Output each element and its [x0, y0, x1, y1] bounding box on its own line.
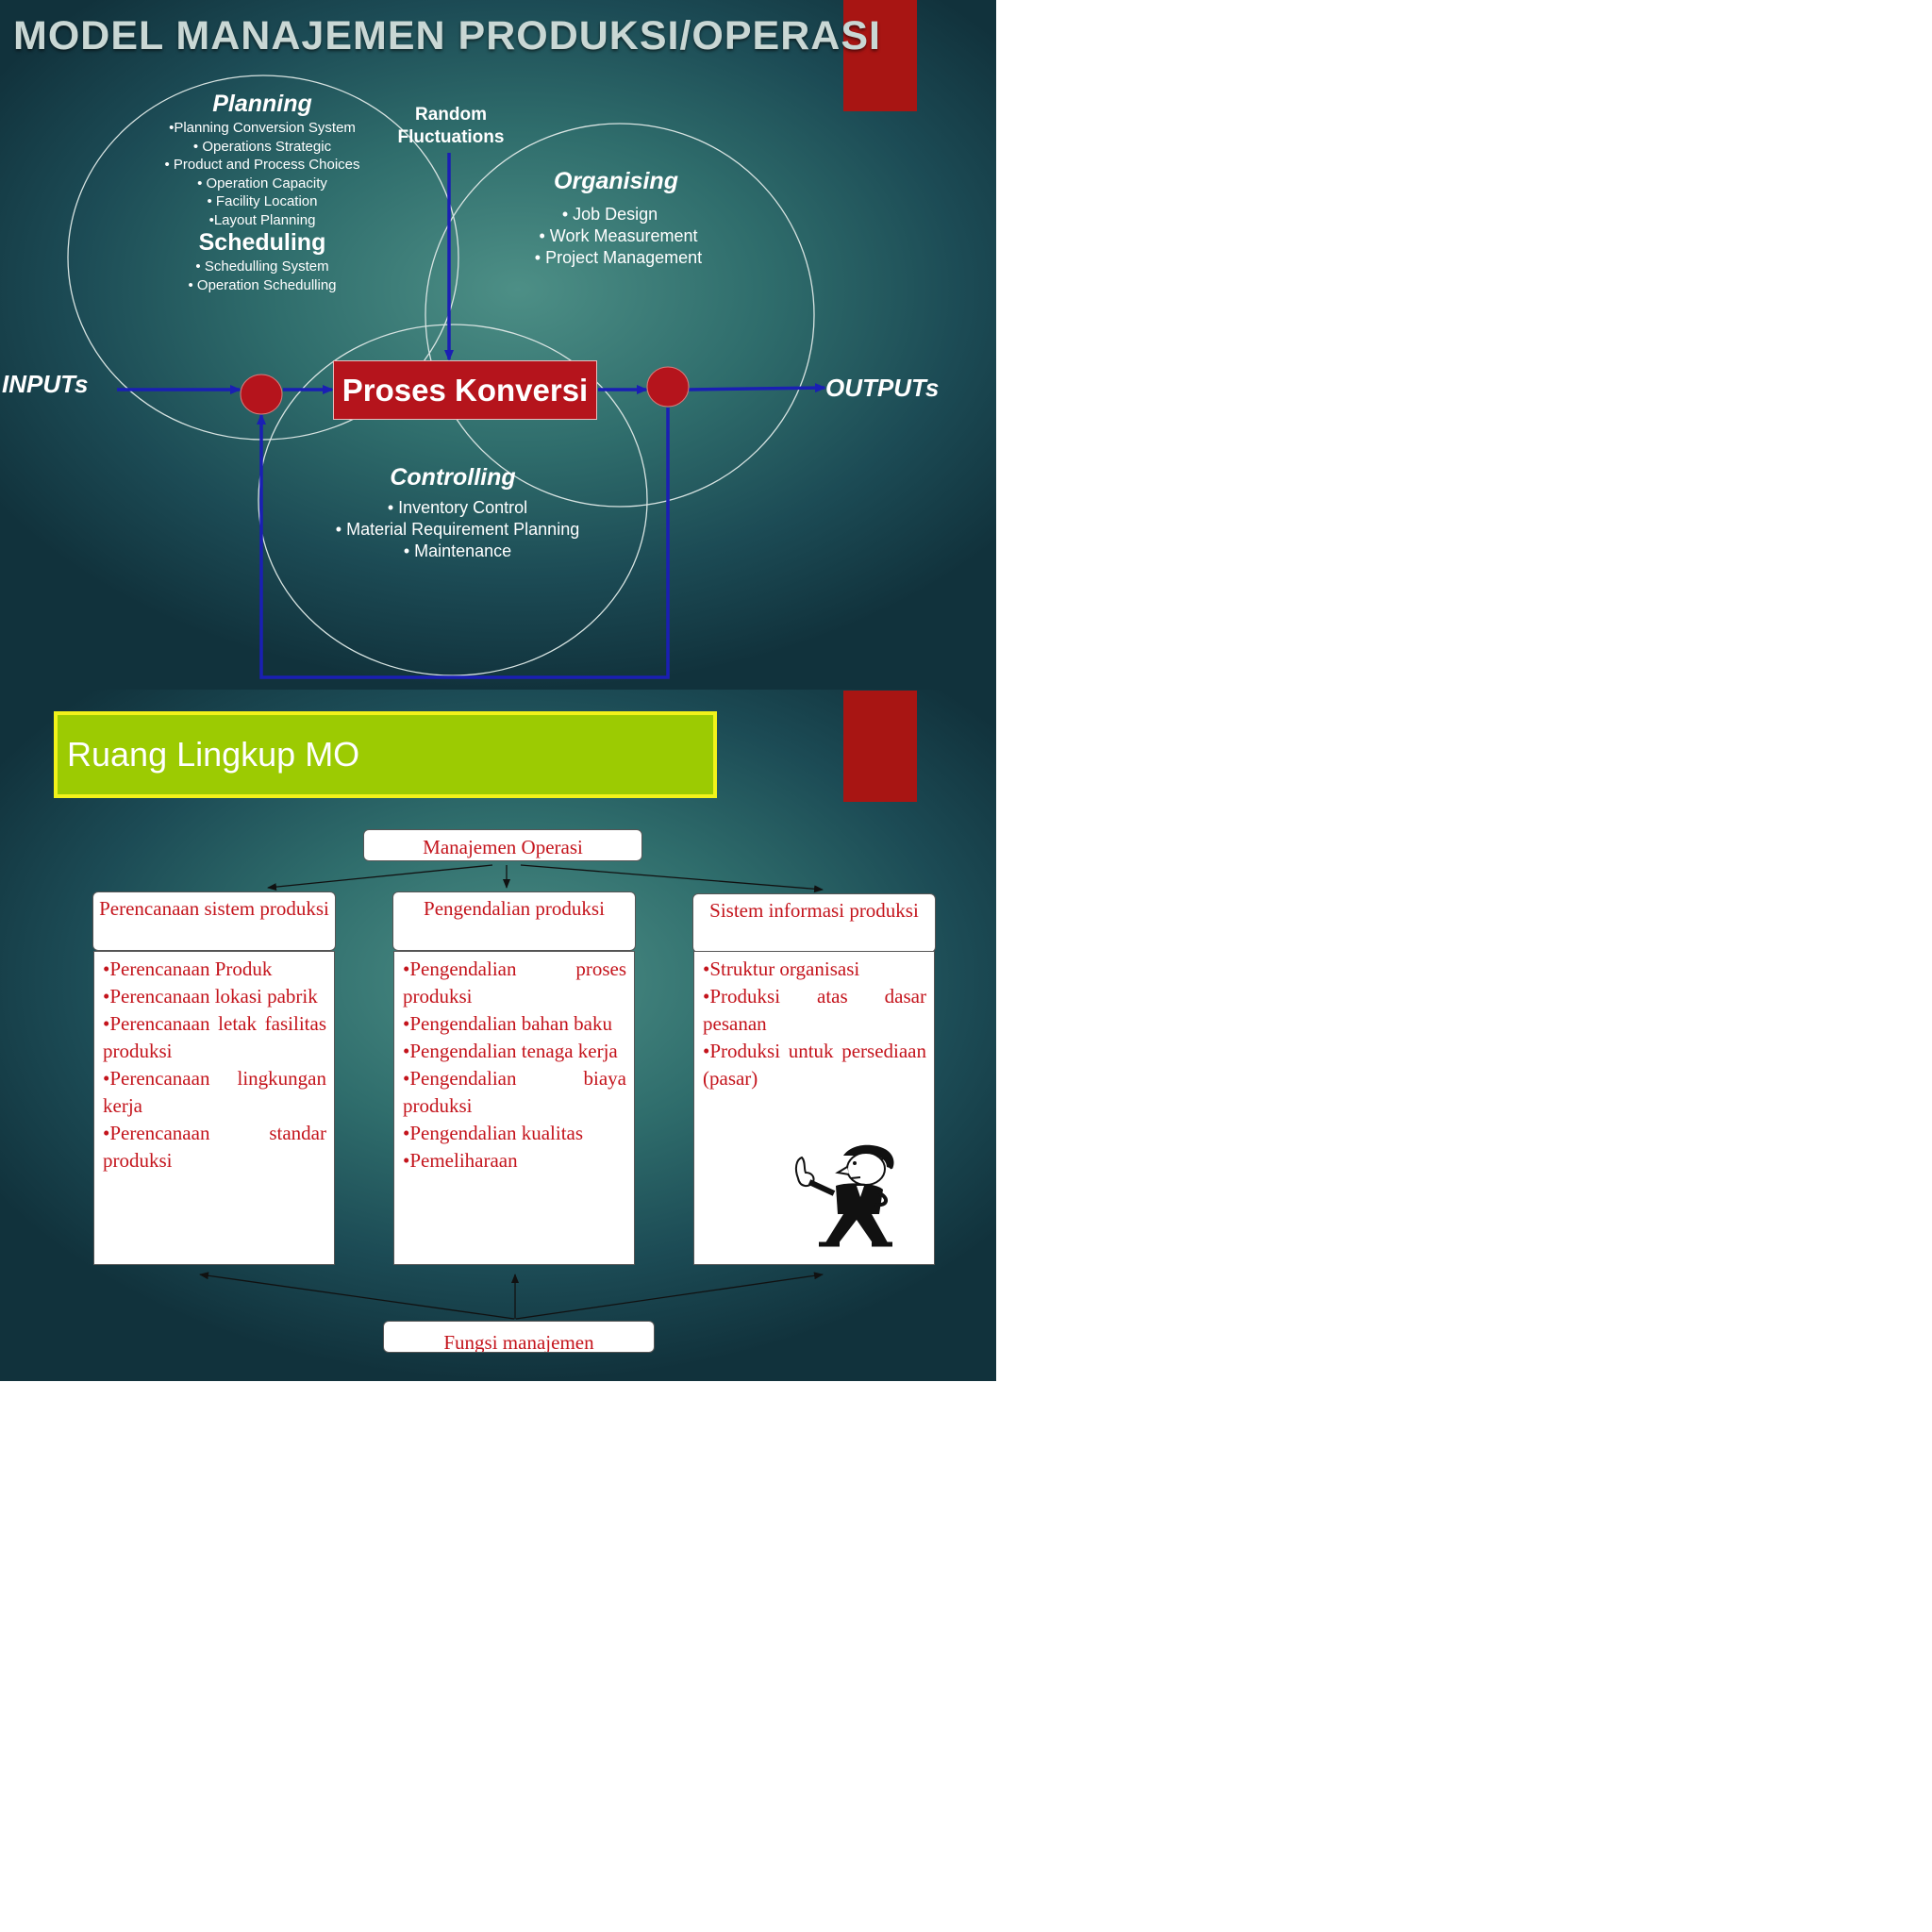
planning-item: •Layout Planning — [208, 211, 316, 228]
column-heading: Sistem informasi produksi — [692, 893, 936, 953]
controlling-heading: Controlling — [390, 464, 516, 491]
planning-item: • Operation Capacity — [197, 175, 327, 192]
feedback-loop-arrow — [257, 408, 670, 679]
planning-heading: Planning — [212, 91, 312, 117]
controlling-circle — [258, 324, 648, 676]
flow-diagram-lines — [67, 75, 826, 679]
slide-ruang-lingkup: Ruang Lingkup MO Manajemen Operasi Peren… — [0, 690, 996, 1381]
column-item: •Pengendalian proses produksi — [403, 958, 626, 1008]
planning-item: • Product and Process Choices — [164, 157, 360, 173]
column-item: •Pemeliharaan — [403, 1149, 518, 1172]
bottom-box: Fungsi manajemen — [383, 1321, 655, 1353]
organising-list: • Job Design • Work Measurement • Projec… — [498, 204, 739, 269]
input-node — [240, 374, 283, 415]
root-box: Manajemen Operasi — [363, 829, 642, 861]
slide-title: MODEL MANAJEMEN PRODUKSI/OPERASI — [13, 13, 881, 58]
column-item: •Perencanaan standar produksi — [103, 1122, 326, 1172]
root-to-col1-arrow — [267, 864, 493, 891]
column-heading: Perencanaan sistem produksi — [92, 891, 336, 951]
column-item: •Produksi untuk persediaan (pasar) — [703, 1040, 926, 1090]
outputs-arrow — [688, 383, 826, 393]
bottom-to-col1-arrow — [199, 1272, 515, 1320]
column-list: •Perencanaan Produk •Perencanaan lokasi … — [93, 951, 335, 1265]
random-fluctuations-line: Fluctuations — [397, 127, 505, 147]
hierarchy-lines — [199, 864, 824, 1320]
organising-item: • Job Design — [561, 205, 658, 224]
planning-item: • Facility Location — [207, 193, 318, 209]
column-item: •Perencanaan Produk — [103, 958, 273, 980]
planning-item: • Operations Strategic — [192, 138, 332, 155]
random-fluctuations-line: Random — [415, 105, 487, 125]
column-item: •Perencanaan letak fasilitas produksi — [103, 1012, 326, 1062]
slide-title-banner: Ruang Lingkup MO — [54, 711, 717, 798]
slide-model-manajemen: MODEL MANAJEMEN PRODUKSI/OPERASI Plannin… — [0, 0, 996, 690]
bottom-to-col3-arrow — [515, 1272, 824, 1320]
root-to-col3-arrow — [520, 864, 824, 893]
column-item: •Struktur organisasi — [703, 958, 860, 980]
controlling-item: • Material Requirement Planning — [335, 520, 580, 539]
column-item: •Perencanaan lingkungan kerja — [103, 1067, 326, 1117]
organising-item: • Work Measurement — [539, 226, 698, 245]
column-heading: Pengendalian produksi — [392, 891, 636, 951]
process-box: Proses Konversi — [333, 360, 597, 420]
output-node — [646, 366, 690, 408]
column-item: •Perencanaan lokasi pabrik — [103, 985, 318, 1008]
column-item: •Pengendalian tenaga kerja — [403, 1040, 618, 1062]
organising-heading: Organising — [554, 168, 678, 194]
inputs-label: INPUTs — [2, 370, 89, 398]
column-item: •Pengendalian kualitas — [403, 1122, 584, 1144]
planning-item: •Planning Conversion System — [169, 120, 356, 136]
controlling-item: • Maintenance — [403, 541, 512, 560]
random-fluctuations-label: Random Fluctuations — [375, 104, 526, 149]
controlling-item: • Inventory Control — [387, 498, 528, 517]
scheduling-heading: Scheduling — [198, 229, 326, 256]
accent-bar — [843, 691, 917, 802]
planning-circle — [67, 75, 459, 441]
organising-item: • Project Management — [534, 248, 703, 267]
scheduling-list: • Schedulling System • Operation Schedul… — [140, 258, 385, 294]
accent-bar — [843, 0, 917, 111]
column-item: •Produksi atas dasar pesanan — [703, 985, 926, 1035]
column-item: •Pengendalian biaya produksi — [403, 1067, 626, 1117]
column-list: •Pengendalian proses produksi •Pengendal… — [393, 951, 635, 1265]
column-item: •Pengendalian bahan baku — [403, 1012, 612, 1035]
thinking-man-illustration — [794, 1144, 894, 1247]
outputs-label: OUTPUTs — [825, 374, 940, 402]
scheduling-item: • Operation Schedulling — [188, 276, 337, 293]
controlling-list: • Inventory Control • Material Requireme… — [302, 497, 613, 562]
planning-list: •Planning Conversion System • Operations… — [140, 119, 385, 229]
scheduling-item: • Schedulling System — [195, 258, 329, 275]
column-list: •Struktur organisasi •Produksi atas dasa… — [693, 951, 935, 1265]
organising-circle — [425, 123, 815, 508]
